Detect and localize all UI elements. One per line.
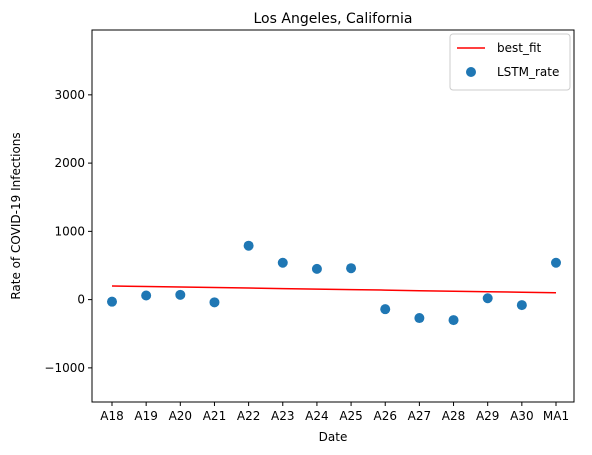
x-tick-label: A30 [510, 409, 533, 423]
y-tick-label: 1000 [54, 224, 85, 238]
x-tick-label: A18 [100, 409, 123, 423]
x-tick-label: A27 [408, 409, 431, 423]
scatter-point [414, 313, 425, 324]
scatter-point [175, 289, 186, 300]
x-tick-label: A19 [134, 409, 157, 423]
scatter-point [346, 263, 357, 274]
y-tick-label: −1000 [44, 361, 85, 375]
y-axis-label: Rate of COVID-19 Infections [9, 132, 23, 299]
x-tick-label: A25 [339, 409, 362, 423]
scatter-point [380, 304, 391, 315]
scatter-point [277, 257, 288, 268]
x-tick-label: A23 [271, 409, 294, 423]
x-tick-label: A29 [476, 409, 499, 423]
x-tick-label: A21 [203, 409, 226, 423]
legend-lstm-rate-swatch [466, 67, 476, 77]
x-axis-ticks: A18 A19 A20 A21 A22 A23 A24 A25 A26 A27 A28 A29 A30 M… [100, 402, 569, 423]
y-tick-label: 0 [77, 293, 85, 307]
scatter-point [482, 293, 493, 304]
legend: best_fit LSTM_rate [449, 33, 571, 91]
best-fit-line [111, 285, 557, 294]
scatter-point [448, 315, 459, 326]
x-tick-label: A28 [442, 409, 465, 423]
x-tick-label: A26 [373, 409, 396, 423]
scatter-point [516, 300, 527, 311]
x-tick-label: A20 [169, 409, 192, 423]
x-tick-label: A22 [237, 409, 260, 423]
plot-area [107, 240, 561, 326]
scatter-point [141, 290, 152, 301]
y-tick-label: 3000 [54, 88, 85, 102]
y-axis-ticks: −1000 0 1000 2000 3000 [44, 88, 92, 375]
scatter-point [311, 263, 322, 274]
chart-title: Los Angeles, California [254, 11, 413, 27]
x-tick-label: A24 [305, 409, 328, 423]
axes-frame [91, 29, 575, 403]
scatter-point [551, 257, 561, 268]
x-tick-label: MA1 [543, 409, 569, 423]
scatter-point [209, 297, 220, 308]
x-axis-label: Date [319, 430, 348, 444]
scatter-point [243, 240, 254, 251]
y-tick-label: 2000 [54, 156, 85, 170]
scatter-point [107, 296, 117, 307]
legend-lstm-rate-label: LSTM_rate [497, 65, 559, 79]
legend-best-fit-label: best_fit [497, 41, 542, 55]
